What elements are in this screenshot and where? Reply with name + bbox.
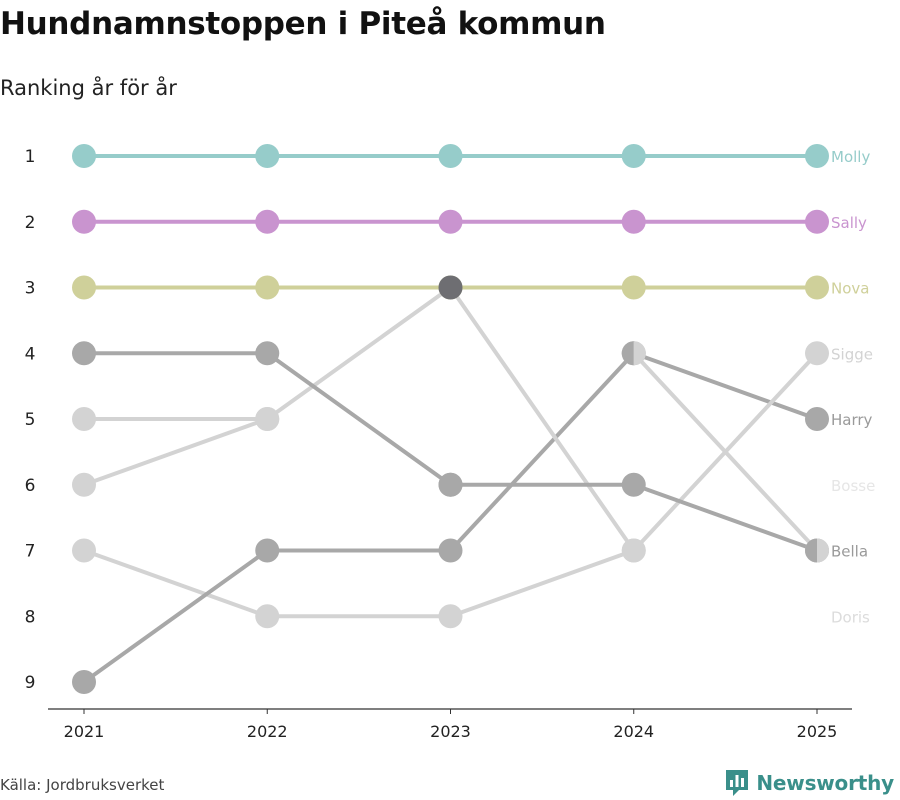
data-point-kompis xyxy=(255,341,280,366)
end-label-bosse: Bosse xyxy=(831,477,875,495)
end-label-harry: Harry xyxy=(831,411,873,429)
data-point-nova xyxy=(805,275,829,300)
series-line-bosse xyxy=(82,548,270,684)
year-tick-label: 2021 xyxy=(64,722,105,741)
split-point-left xyxy=(805,538,817,563)
data-point-molly xyxy=(805,144,829,168)
split-point-right xyxy=(817,538,829,563)
rank-tick-label: 6 xyxy=(25,476,36,496)
rank-tick-label: 2 xyxy=(25,213,36,233)
split-point-right xyxy=(633,341,646,366)
chart-title: Hundnamnstoppen i Piteå kommun xyxy=(0,6,606,42)
series-line-bosse xyxy=(448,351,636,553)
brand-logo[interactable]: Newsworthy xyxy=(724,768,894,798)
chart-subtitle: Ranking år för år xyxy=(0,76,177,100)
end-label-molly: Molly xyxy=(831,148,870,166)
data-point-molly xyxy=(72,144,96,168)
series-line-bella xyxy=(631,351,819,553)
year-tick-label: 2023 xyxy=(430,722,471,741)
data-point-nova xyxy=(621,275,646,300)
data-point-bosse xyxy=(255,538,280,563)
rank-tick-label: 1 xyxy=(25,147,36,167)
data-point-bella xyxy=(255,407,280,431)
data-point-nova xyxy=(72,275,96,300)
year-tick-label: 2024 xyxy=(613,722,654,741)
data-point-kompis xyxy=(72,341,96,366)
data-point-sigge xyxy=(72,472,96,497)
series-line-kompis xyxy=(265,351,453,487)
data-point-bosse xyxy=(438,538,463,563)
series-line-harry xyxy=(631,482,819,553)
data-point-sally xyxy=(805,209,829,234)
data-point-sigge xyxy=(805,341,829,366)
series-line-bosse xyxy=(631,351,819,421)
data-point-bosse xyxy=(805,407,829,431)
year-tick-label: 2022 xyxy=(247,722,288,741)
split-point-left xyxy=(621,341,634,366)
data-point-doris xyxy=(72,538,96,563)
end-label-nova: Nova xyxy=(831,280,869,298)
data-point-molly xyxy=(621,144,646,168)
series-line-doris xyxy=(448,548,636,619)
data-point-sally xyxy=(255,209,280,234)
rank-tick-label: 3 xyxy=(25,279,36,299)
data-point-sally xyxy=(621,209,646,234)
end-label-bella: Bella xyxy=(831,543,868,561)
end-label-doris: Doris xyxy=(831,608,870,626)
highlight-point xyxy=(438,275,463,300)
data-point-harry xyxy=(621,472,646,497)
series-line-sigge xyxy=(265,285,453,421)
data-point-kompis xyxy=(438,472,463,497)
data-point-nova xyxy=(255,275,280,300)
data-point-bosse xyxy=(72,670,96,694)
source-note: Källa: Jordbruksverket xyxy=(0,776,165,794)
data-point-bella xyxy=(72,407,96,431)
rank-tick-label: 5 xyxy=(25,410,36,430)
series-line-sigge xyxy=(448,285,636,553)
end-label-sigge: Sigge xyxy=(831,345,873,363)
rank-tick-label: 8 xyxy=(25,607,36,627)
rank-tick-label: 7 xyxy=(25,542,36,562)
data-point-sally xyxy=(72,209,96,234)
bar-chart-logo-icon xyxy=(726,770,749,796)
data-point-sally xyxy=(438,209,463,234)
brand-name: Newsworthy xyxy=(756,771,894,795)
rank-tick-label: 4 xyxy=(25,344,36,364)
data-point-sigge xyxy=(621,538,646,563)
series-line-sigge xyxy=(82,417,270,487)
year-tick-label: 2025 xyxy=(797,722,838,741)
data-point-doris xyxy=(438,604,463,629)
data-point-molly xyxy=(255,144,280,168)
data-point-molly xyxy=(438,144,463,168)
rank-tick-label: 9 xyxy=(25,673,36,693)
series-line-doris xyxy=(82,548,270,619)
data-point-doris xyxy=(255,604,280,629)
end-label-sally: Sally xyxy=(831,214,867,232)
